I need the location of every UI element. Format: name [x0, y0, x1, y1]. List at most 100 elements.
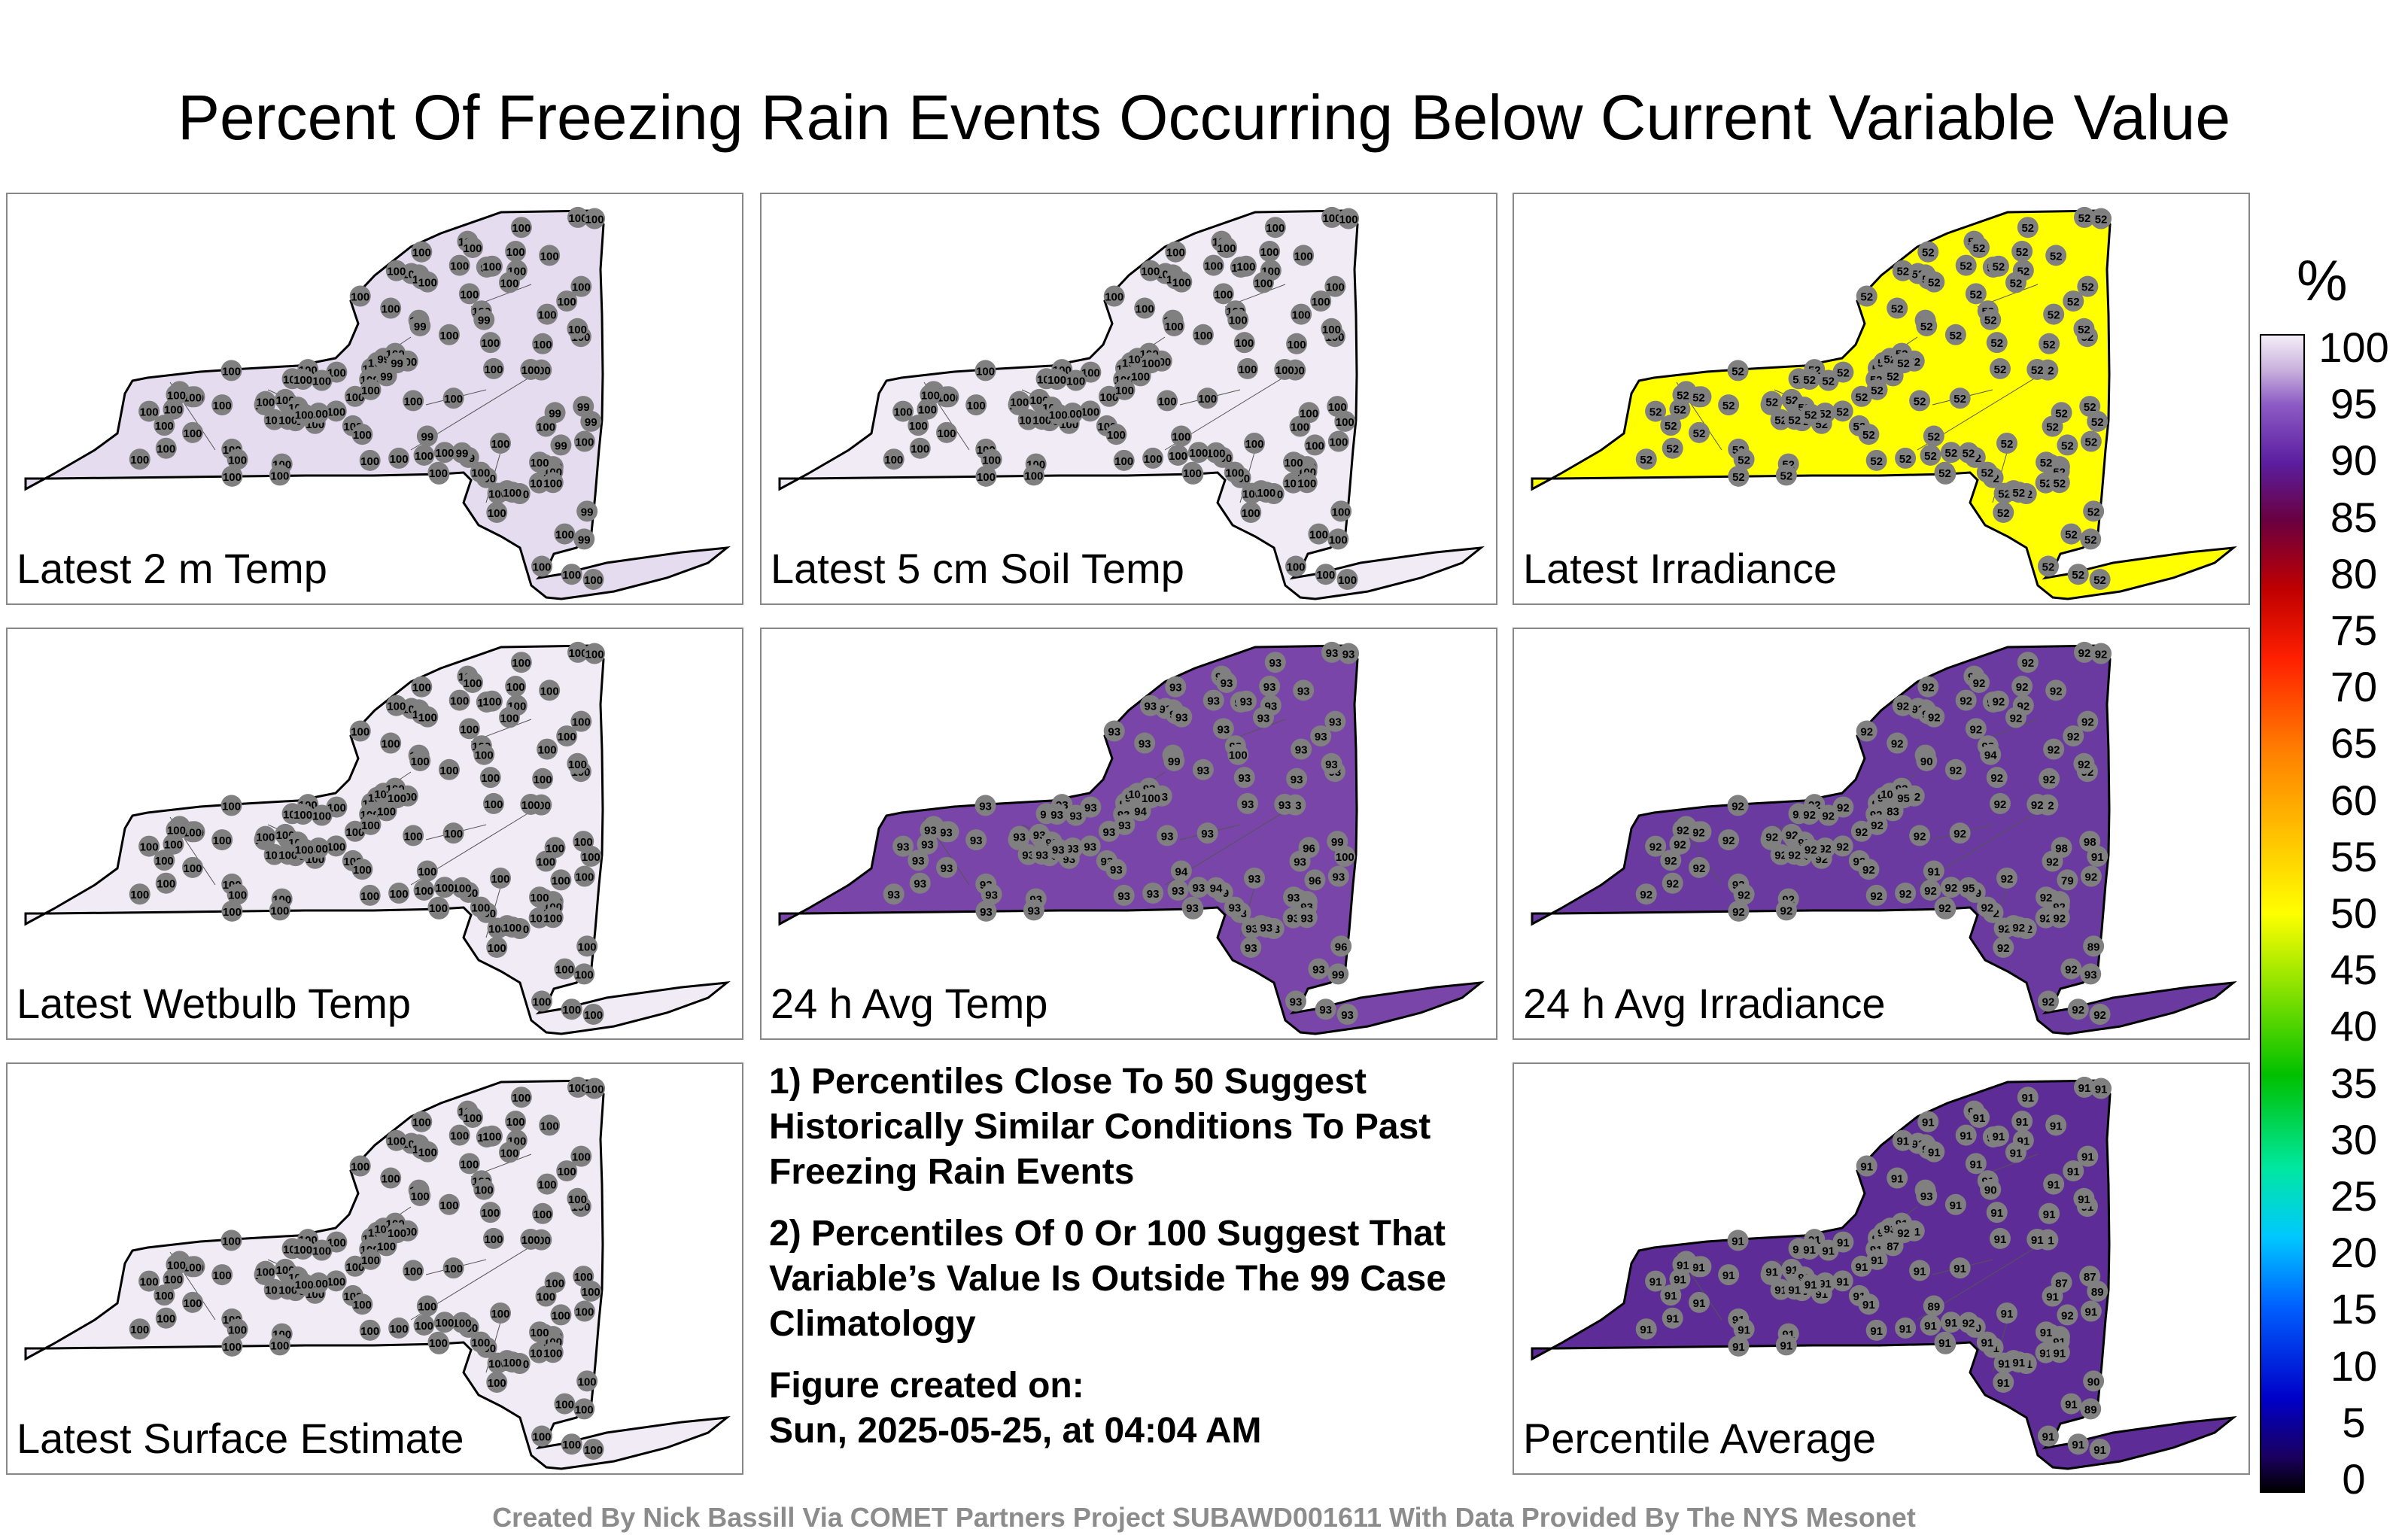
station-marker: 100 [1206, 442, 1227, 464]
svg-text:100: 100 [491, 873, 509, 886]
colorbar-tick-label: 50 [2330, 889, 2378, 937]
state-outline [24, 644, 731, 1035]
station-marker: 100 [292, 804, 314, 825]
station-marker: 52 [2083, 500, 2105, 522]
svg-text:52: 52 [1984, 315, 1997, 327]
svg-text:92: 92 [1722, 834, 1735, 847]
station-marker: 92 [1832, 835, 1853, 857]
station-marker: 100 [1170, 425, 1192, 447]
svg-text:99: 99 [1331, 836, 1344, 849]
svg-text:91: 91 [2078, 1082, 2091, 1095]
station-marker: 93 [1293, 679, 1315, 701]
svg-text:100: 100 [533, 996, 552, 1009]
svg-text:100: 100 [387, 1135, 406, 1148]
svg-text:91: 91 [1924, 1320, 1937, 1333]
station-marker: 100 [539, 679, 561, 701]
station-marker: 100 [1252, 272, 1274, 293]
svg-text:100: 100 [572, 716, 591, 729]
station-marker: 100 [531, 555, 553, 577]
station-marker: 100 [532, 333, 554, 354]
svg-text:91: 91 [1836, 1275, 1849, 1288]
state-outline [24, 209, 731, 600]
station-marker: 92 [1775, 899, 1797, 921]
station-marker: 91 [2077, 1145, 2099, 1167]
station-marker: 100 [1065, 369, 1087, 391]
svg-text:100: 100 [500, 1147, 518, 1160]
station-marker: 93 [935, 821, 957, 843]
station-marker: 90 [2083, 1370, 2105, 1392]
svg-text:100: 100 [921, 390, 940, 403]
station-marker: 93 [1008, 825, 1030, 847]
station-marker: 52 [1887, 297, 1908, 319]
svg-text:100: 100 [464, 677, 482, 690]
svg-text:92: 92 [1732, 800, 1744, 813]
svg-text:52: 52 [1804, 409, 1817, 421]
station-marker: 52 [1865, 449, 1887, 471]
svg-text:99: 99 [581, 506, 594, 518]
svg-text:94: 94 [1175, 866, 1187, 879]
station-marker: 93 [981, 883, 1002, 905]
station-marker: 52 [1660, 415, 1682, 436]
svg-text:93: 93 [1297, 685, 1310, 698]
svg-text:92: 92 [2072, 1004, 2084, 1017]
svg-text:52: 52 [2043, 339, 2056, 351]
colorbar-tick-label: 15 [2330, 1285, 2378, 1333]
svg-text:93: 93 [921, 839, 934, 852]
station-marker: 52 [1832, 400, 1853, 422]
svg-text:100: 100 [418, 1147, 437, 1160]
station-marker: 99 [386, 352, 408, 374]
station-marker: 52 [1987, 255, 2009, 277]
svg-text:93: 93 [1288, 892, 1300, 904]
station-marker: 100 [462, 1106, 484, 1128]
svg-text:92: 92 [1897, 1227, 1910, 1240]
svg-text:52: 52 [1862, 429, 1875, 442]
svg-text:100: 100 [450, 1130, 469, 1143]
svg-text:98: 98 [2084, 836, 2096, 849]
state-map: 9191918791919191919190919191919191929191… [1531, 1076, 2237, 1470]
svg-text:100: 100 [543, 477, 562, 490]
station-marker: 52 [2063, 290, 2084, 312]
station-marker: 100 [974, 360, 996, 381]
colorbar-tick-label: 25 [2330, 1172, 2378, 1220]
station-marker: 100 [254, 1260, 276, 1282]
svg-text:100: 100 [164, 839, 183, 852]
svg-text:91: 91 [1837, 1237, 1850, 1250]
svg-text:100: 100 [1047, 374, 1066, 387]
station-marker: 52 [1980, 309, 2002, 330]
svg-text:100: 100 [538, 1179, 557, 1192]
svg-text:92: 92 [1649, 841, 1662, 854]
svg-text:100: 100 [540, 685, 559, 698]
station-marker: 100 [311, 369, 333, 391]
station-marker: 100 [129, 1318, 150, 1340]
svg-text:100: 100 [1214, 288, 1233, 301]
station-marker: 100 [582, 568, 604, 590]
svg-text:100: 100 [585, 214, 604, 226]
station-marker: 100 [505, 1111, 527, 1132]
station-marker: 93 [1308, 958, 1330, 980]
svg-text:52: 52 [1819, 408, 1832, 421]
station-marker: 52 [1949, 388, 1971, 409]
station-marker: 100 [349, 720, 371, 742]
station-marker: 91 [1688, 1256, 1710, 1278]
svg-text:93: 93 [1278, 799, 1291, 812]
station-marker: 100 [1103, 285, 1125, 307]
svg-text:100: 100 [295, 843, 314, 856]
panel-label: Latest 5 cm Soil Temp [771, 545, 1184, 592]
svg-text:92: 92 [1732, 906, 1745, 919]
station-marker: 100 [442, 822, 464, 844]
svg-text:100: 100 [475, 749, 494, 762]
station-marker: 52 [2077, 275, 2099, 297]
svg-text:100: 100 [353, 1299, 372, 1312]
station-marker: 100 [1202, 254, 1224, 276]
svg-text:92: 92 [1780, 904, 1793, 917]
station-marker: 93 [936, 856, 958, 878]
svg-text:100: 100 [1245, 438, 1263, 451]
station-marker: 92 [2073, 752, 2095, 774]
svg-text:93: 93 [1342, 649, 1355, 661]
svg-text:52: 52 [1765, 397, 1778, 409]
svg-text:100: 100 [278, 414, 297, 427]
map-panel-irradiance: 52 52 52 52 52 52 52 52 52 52 52 52 52 52 52 52 52 52 52 52… [1513, 193, 2250, 605]
station-marker: 92 [1887, 732, 1908, 754]
station-marker: 92 [1635, 883, 1657, 905]
svg-text:91: 91 [1860, 1161, 1873, 1174]
